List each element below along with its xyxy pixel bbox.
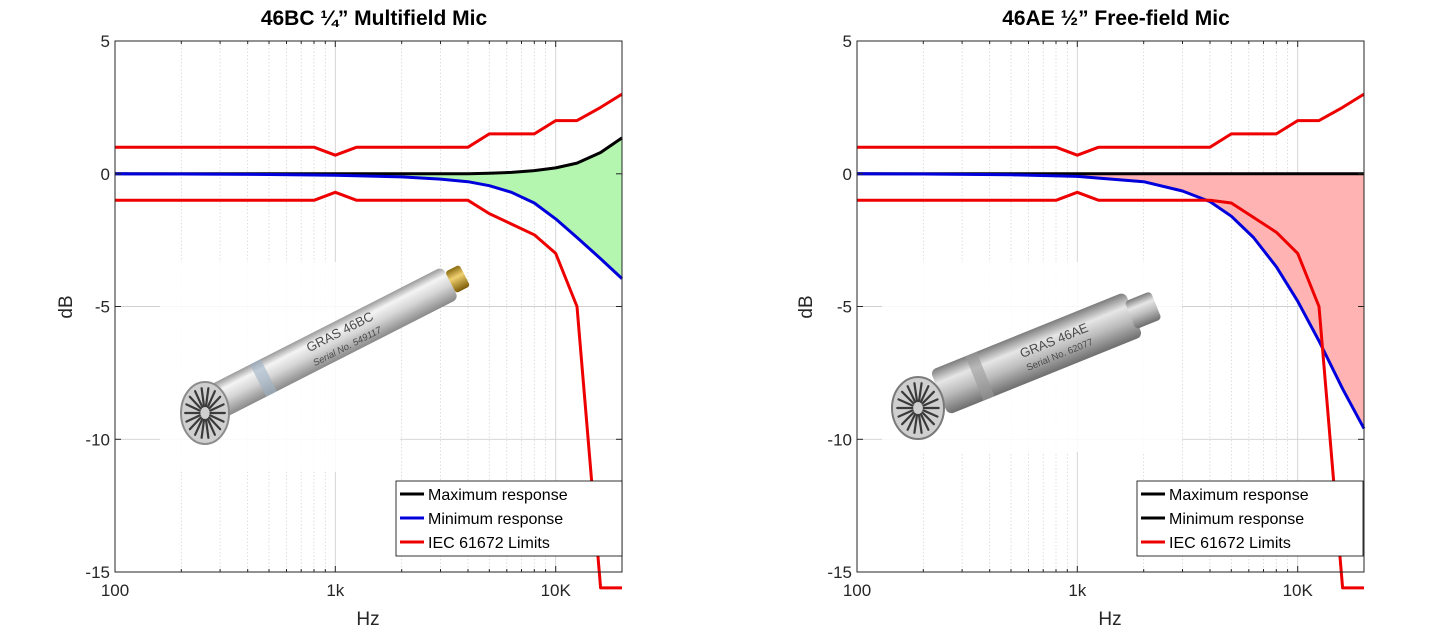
chart-1-product-photo: GRAS 46BC Serial No. 549117 [160, 262, 470, 472]
chart-2-ytick-label: -10 [827, 430, 852, 449]
grille-slot [917, 382, 923, 403]
legend-label-minimum-response: Minimum response [428, 511, 563, 528]
chart-2-ytick-label: 0 [843, 165, 852, 184]
grille-slot [188, 416, 202, 431]
chart-2: 46AE ½” Free-field Mic GRAS 46AE Serial … [796, 7, 1366, 630]
legend-label-maximum-response: Maximum response [428, 487, 568, 504]
grille-slot [922, 398, 939, 407]
chart-1-legend: Maximum response Minimum response IEC 61… [395, 480, 623, 557]
chart-2-series-minimum-response [856, 172, 1366, 430]
chart-1-legend-box [395, 480, 623, 557]
mic-label-band [249, 359, 277, 397]
grille-slot [921, 390, 936, 405]
grille-slot [906, 385, 917, 403]
chart-2-product-photo: GRAS 46AE Serial No. 62077 [882, 262, 1182, 452]
chart-1-x-axis-label: Hz [356, 609, 379, 630]
chart-2-xtick-label: 100 [843, 581, 871, 600]
grille-slot [897, 409, 914, 418]
grille-slot [206, 418, 216, 436]
grille-slot [200, 418, 206, 439]
grille-slot [913, 413, 919, 434]
chart-1-ytick-label: 0 [101, 165, 110, 184]
mic-label-band [965, 351, 995, 401]
grille-slot [922, 409, 939, 418]
chart-1-response-fill [115, 137, 622, 279]
chart-2-legend: Maximum response Minimum response IEC 61… [1136, 480, 1364, 557]
mic-grille-slots [896, 382, 940, 434]
legend-label-iec-limits: IEC 61672 Limits [428, 535, 550, 552]
chart-1-ytick-label: 5 [101, 32, 110, 51]
grille-slot [200, 387, 206, 408]
grille-slot [897, 398, 914, 407]
chart-1-series-maximum-response [115, 136, 623, 176]
grille-slot [906, 413, 917, 431]
legend-label-minimum-response: Minimum response [1169, 511, 1304, 528]
chart-1-ytick-label: -5 [95, 298, 110, 317]
chart-1-xtick-label: 1k [326, 581, 344, 600]
grille-slot [900, 411, 915, 426]
chart-2-ytick-label: -5 [837, 298, 852, 317]
chart-2-series-iec-upper [857, 92, 1365, 157]
mic-connector [446, 265, 470, 293]
mic-grille [891, 376, 945, 440]
grille-slot [208, 416, 222, 431]
chart-1-xtick-label: 10K [541, 581, 572, 600]
chart-2-ytick-label: 5 [843, 32, 852, 51]
chart-2-xtick-label: 10K [1283, 581, 1314, 600]
chart-2-tick-marks [856, 40, 1365, 573]
chart-2-legend-box [1136, 480, 1364, 557]
chart-2-response-fill [857, 173, 1364, 429]
grille-slot [206, 390, 216, 408]
chart-2-series-iec-lower [857, 190, 1364, 590]
chart-2-y-axis-label: dB [796, 295, 817, 318]
chart-1: 46BC ¼” Multifield Mic GRAS 46BC Serial … [56, 7, 624, 630]
grille-slot [919, 413, 930, 431]
grille-slot [204, 387, 210, 408]
legend-label-iec-limits: IEC 61672 Limits [1169, 535, 1291, 552]
chart-2-xtick-label: 1k [1068, 581, 1086, 600]
grille-slot [917, 413, 923, 434]
grille-slot [900, 390, 915, 405]
grille-slot [919, 385, 930, 403]
grille-slot [209, 403, 225, 412]
chart-1-series-minimum-response [114, 172, 624, 280]
mic-connector [1125, 292, 1161, 329]
grille-slot [194, 390, 204, 408]
chart-1-title: 46BC ¼” Multifield Mic [261, 7, 488, 30]
chart-2-ytick-label: -15 [827, 563, 852, 582]
chart-1-ytick-label: -10 [85, 430, 110, 449]
grille-slot [185, 414, 201, 423]
chart-1-series-iec-lower [115, 190, 622, 590]
chart-1-xtick-label: 100 [101, 581, 129, 600]
grille-slot [921, 411, 936, 426]
chart-2-x-axis-label: Hz [1098, 609, 1121, 630]
grille-slot [209, 414, 225, 423]
chart-1-y-axis-label: dB [56, 295, 77, 318]
chart-2-title: 46AE ½” Free-field Mic [1002, 7, 1230, 30]
legend-label-maximum-response: Maximum response [1169, 487, 1309, 504]
chart-1-tick-marks [114, 40, 623, 573]
mic-grille-slots [184, 387, 226, 439]
grille-slot [194, 418, 204, 436]
grille-slot [204, 418, 210, 439]
grille-slot [913, 382, 919, 403]
grille-slot [208, 395, 222, 410]
grille-slot [185, 403, 201, 412]
grille-slot [188, 395, 202, 410]
chart-1-series-iec-upper [115, 92, 623, 157]
chart-1-ytick-label: -15 [85, 563, 110, 582]
mic-grille [180, 381, 230, 445]
